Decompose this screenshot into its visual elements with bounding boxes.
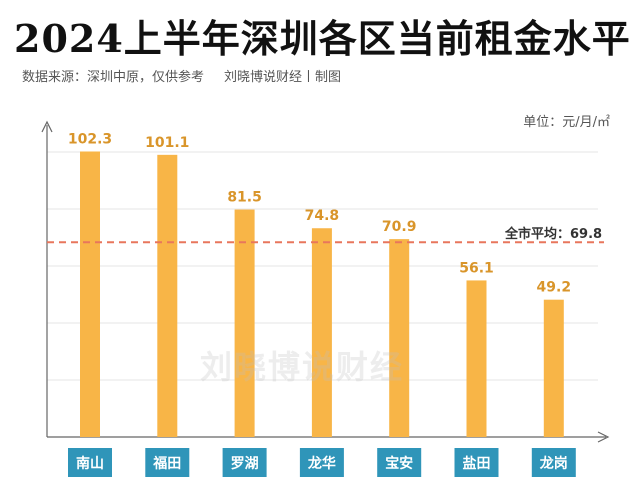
bar-value-label: 74.8 [305,208,340,224]
data-source: 数据来源：深圳中原，仅供参考 [22,70,205,85]
category-label: 宝安 [385,455,413,472]
y-axis-arrow [41,120,53,133]
credit: 刘晓博说财经丨制图 [224,70,342,85]
x-axis-arrow [597,431,610,443]
page-title: 2024上半年深圳各区当前租金水平 [14,16,631,61]
category-label: 盐田 [463,455,491,472]
bar-value-label: 101.1 [145,135,189,151]
bar [234,209,255,437]
bar [311,228,332,437]
category-box [454,448,499,477]
source-note: 数据来源：深圳中原，仅供参考 刘晓博说财经丨制图 [22,66,341,85]
bar [157,154,178,437]
bar [80,151,100,438]
watermark: 刘晓博说财经 [200,348,405,386]
bar [543,299,564,437]
category-label: 南山 [76,455,104,472]
bar [466,280,487,437]
category-label: 罗湖 [231,456,259,472]
unit-label: 单位：元/月/㎡ [523,115,610,130]
category-box [299,448,344,477]
category-label: 龙岗 [539,455,568,472]
bar [389,239,410,437]
average-label: 全市平均：69.8 [505,227,603,242]
category-box [531,448,576,477]
bar-value-label: 70.9 [382,219,417,235]
category-box [145,448,190,477]
bar-value-label: 102.3 [68,131,112,147]
category-box [222,448,267,477]
category-label: 福田 [152,455,181,472]
bar-value-label: 56.1 [459,260,494,276]
category-label: 龙华 [307,455,336,472]
bar-value-label: 81.5 [227,190,262,206]
category-box [377,448,422,477]
category-box [68,448,112,477]
bar-value-label: 49.2 [537,280,572,296]
